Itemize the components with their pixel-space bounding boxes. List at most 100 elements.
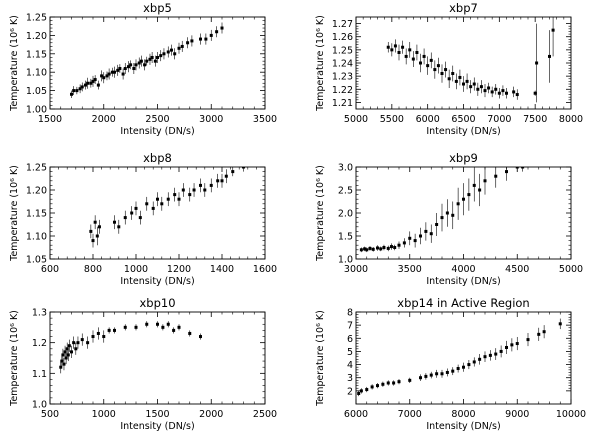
y-tick-label: 1.25 xyxy=(332,45,353,56)
data-point xyxy=(139,59,143,63)
data-point xyxy=(156,322,159,326)
data-point xyxy=(390,48,394,52)
data-point xyxy=(451,369,455,373)
data-point xyxy=(505,170,508,174)
data-point xyxy=(445,211,449,215)
data-point xyxy=(177,325,181,329)
data-point xyxy=(515,342,519,346)
data-point xyxy=(64,356,68,360)
data-point xyxy=(429,373,433,377)
data-point xyxy=(462,365,465,369)
data-point xyxy=(134,325,138,329)
y-tick-label: 8 xyxy=(347,308,353,319)
data-point xyxy=(96,331,100,335)
data-point xyxy=(515,93,519,97)
x-tick-label: 500 xyxy=(41,409,59,420)
y-tick-label: 1.22 xyxy=(332,85,353,96)
data-point xyxy=(96,83,100,87)
data-series xyxy=(89,167,245,248)
x-tick-label: 8000 xyxy=(559,114,583,125)
y-tick-label: 1.00 xyxy=(26,105,47,116)
x-tick-label: 1200 xyxy=(167,264,191,275)
data-point xyxy=(116,68,120,72)
data-point xyxy=(61,353,65,357)
plot-frame xyxy=(49,166,266,260)
x-axis-label: Intensity (DN/s) xyxy=(426,126,500,137)
data-point xyxy=(145,59,149,63)
data-point xyxy=(138,216,142,220)
data-point xyxy=(422,54,426,58)
data-point xyxy=(472,82,476,86)
data-point xyxy=(216,179,220,183)
data-point xyxy=(181,188,185,192)
data-point xyxy=(121,72,125,76)
data-point xyxy=(435,223,439,226)
y-tick-label: 1.23 xyxy=(332,72,353,83)
x-tick-label: 2500 xyxy=(145,114,169,125)
x-tick-label: 3500 xyxy=(253,114,277,125)
x-tick-label: 7000 xyxy=(398,409,422,420)
data-point xyxy=(65,347,69,351)
y-tick-label: 3.0 xyxy=(338,163,353,174)
data-point xyxy=(113,220,116,224)
data-point xyxy=(413,239,417,243)
data-point xyxy=(188,331,192,335)
data-point xyxy=(436,64,440,68)
data-point xyxy=(100,74,104,78)
data-point xyxy=(215,30,219,34)
data-point xyxy=(424,374,428,378)
y-tick-label: 1.0 xyxy=(32,400,47,411)
y-tick-label: 1.20 xyxy=(26,31,47,42)
x-tick-label: 8000 xyxy=(451,409,475,420)
y-axis-label: Temperature (10⁶ K) xyxy=(9,165,20,262)
data-point xyxy=(548,54,551,58)
data-series xyxy=(59,321,202,374)
data-point xyxy=(148,57,152,61)
panel-title: xbp14 in Active Region xyxy=(397,296,529,310)
data-point xyxy=(401,45,405,49)
data-point xyxy=(542,330,546,334)
data-point xyxy=(392,381,396,385)
data-point xyxy=(231,170,235,174)
data-point xyxy=(161,325,165,329)
data-point xyxy=(510,343,514,347)
data-point xyxy=(242,167,245,169)
data-point xyxy=(80,85,84,89)
data-point xyxy=(72,341,76,345)
data-point xyxy=(359,389,363,393)
x-tick-label: 4000 xyxy=(451,264,475,275)
data-point xyxy=(156,55,159,59)
data-point xyxy=(505,91,508,95)
y-tick-label: 1.2 xyxy=(32,338,47,349)
data-point xyxy=(177,46,181,50)
data-point xyxy=(123,216,127,220)
data-point xyxy=(110,70,114,74)
data-point xyxy=(393,44,397,48)
data-point xyxy=(169,48,173,52)
x-tick-label: 1500 xyxy=(38,114,62,125)
y-axis-label: Temperature (10⁶ K) xyxy=(9,15,20,112)
data-point xyxy=(494,352,498,356)
y-tick-label: 3 xyxy=(347,373,353,384)
data-point xyxy=(456,367,460,371)
data-point xyxy=(411,57,415,61)
data-point xyxy=(512,90,516,94)
data-point xyxy=(462,82,465,86)
data-point xyxy=(451,72,455,76)
y-tick-label: 1.05 xyxy=(26,86,47,97)
data-point xyxy=(558,322,562,326)
x-tick-label: 2500 xyxy=(253,409,277,420)
data-point xyxy=(180,44,184,48)
data-point xyxy=(467,193,471,197)
data-point xyxy=(551,28,555,32)
data-point xyxy=(370,385,374,389)
panel-title: xbp7 xyxy=(449,1,478,15)
x-tick-label: 1600 xyxy=(253,264,277,275)
data-point xyxy=(408,48,412,52)
data-point xyxy=(494,87,498,91)
data-point xyxy=(190,39,194,43)
data-point xyxy=(66,353,70,357)
x-tick-label: 9000 xyxy=(505,409,529,420)
panel-title: xbp10 xyxy=(139,296,175,310)
